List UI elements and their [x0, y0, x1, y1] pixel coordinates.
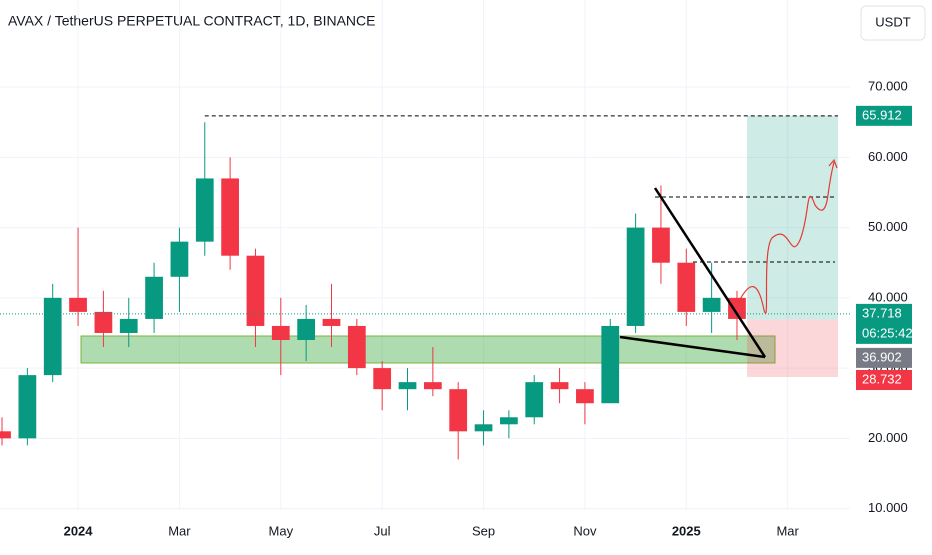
stop-label-bg — [856, 370, 912, 391]
entry-label-bg — [856, 347, 912, 368]
last-price-label: 37.718 — [862, 305, 902, 320]
projection-path — [737, 161, 835, 314]
currency-button[interactable] — [860, 5, 926, 41]
candle-body — [119, 318, 138, 333]
currency[interactable]: USDT — [875, 14, 910, 29]
x-tick-label: Mar — [776, 523, 799, 538]
stop-zone — [747, 319, 838, 378]
trend-line — [619, 335, 766, 359]
chart-title: AVAX / TetherUS PERPETUAL CONTRACT, 1D, … — [8, 13, 375, 29]
candle-body — [94, 311, 113, 333]
candle-body — [322, 318, 341, 326]
y-tick-label: 50.000 — [868, 219, 908, 234]
candle-body — [69, 297, 87, 312]
support-zone — [80, 335, 776, 364]
y-tick-label: 20.000 — [868, 430, 908, 445]
candle-body — [525, 382, 544, 418]
candle-body — [702, 297, 721, 312]
trend-line — [653, 187, 767, 358]
x-tick-label: 2025 — [672, 523, 701, 538]
candle-body — [474, 424, 493, 432]
candle-body — [652, 227, 670, 263]
countdown-label: 06:25:42 — [862, 325, 913, 340]
x-tick-label: May — [269, 523, 294, 538]
x-tick-label: Mar — [168, 523, 191, 538]
x-tick-label: Sep — [472, 523, 495, 538]
candle-body — [550, 382, 569, 390]
candle-body — [423, 382, 442, 390]
x-tick-label: Nov — [573, 523, 597, 538]
candle-body — [246, 255, 265, 326]
last-price-bg — [856, 303, 912, 344]
candle-body — [449, 389, 468, 432]
stop-label: 28.732 — [862, 371, 902, 386]
y-tick-label: 40.000 — [868, 289, 908, 304]
candle-body — [18, 375, 37, 439]
position — [0, 115, 850, 378]
candle-body — [170, 241, 189, 277]
y-tick-label: 60.000 — [868, 149, 908, 164]
candle-body — [576, 389, 594, 404]
target-zone — [747, 115, 838, 320]
target-label-bg — [856, 105, 912, 126]
y-tick-label: 10.000 — [868, 500, 908, 515]
candle-body — [626, 227, 645, 326]
candle-body — [601, 325, 620, 404]
y-tick-label: 70.000 — [868, 79, 908, 94]
projection-arrow — [828, 158, 838, 169]
candle-body — [398, 382, 417, 390]
entry-label: 36.902 — [862, 349, 902, 364]
candle-body — [195, 178, 214, 242]
candle-body — [43, 297, 62, 376]
grid — [0, 0, 850, 510]
candle-body — [500, 417, 518, 425]
candle-body — [145, 276, 163, 319]
x-tick-label: Jul — [374, 523, 391, 538]
candle-body — [271, 325, 290, 340]
target-label: 65.912 — [862, 107, 902, 122]
candle-body — [677, 262, 696, 312]
candle-body — [373, 368, 392, 390]
candle-body — [297, 318, 316, 340]
axes: 10.00020.00030.00040.00050.00060.00070.0… — [64, 79, 913, 539]
candles — [0, 122, 746, 460]
x-tick-label: 2024 — [64, 523, 94, 538]
candle-body — [347, 325, 366, 369]
candle-body — [0, 431, 11, 439]
candle-body — [221, 178, 239, 256]
